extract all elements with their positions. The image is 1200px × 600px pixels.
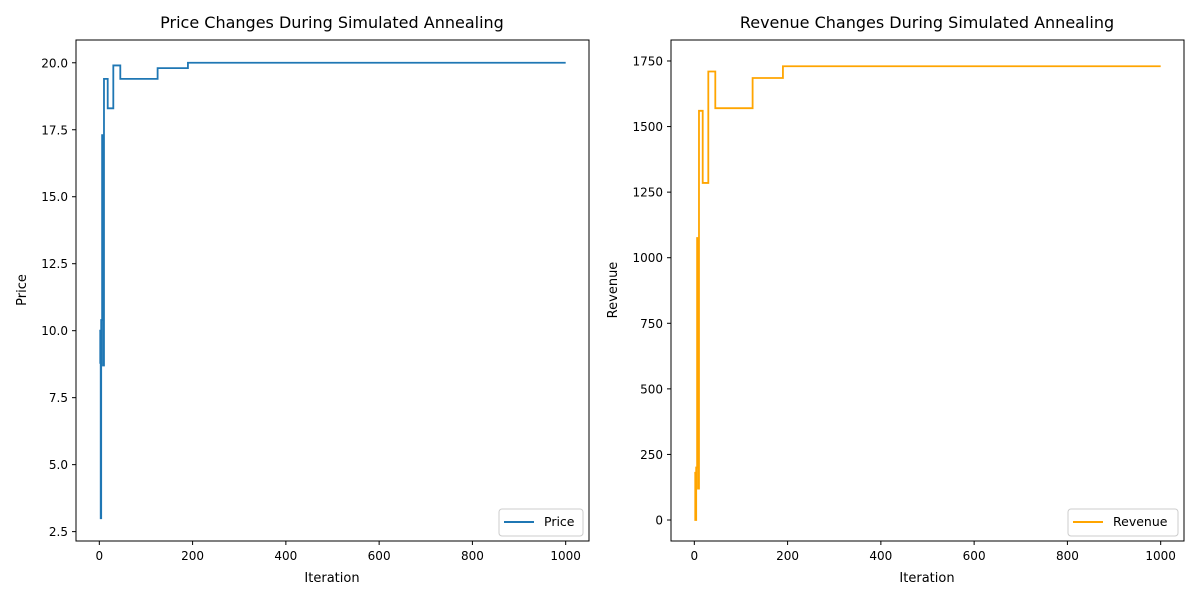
plot-area-frame — [75, 39, 590, 542]
y-tick-label: 7.5 — [49, 391, 68, 405]
plot-area-frame — [670, 39, 1185, 542]
chart-title: Revenue Changes During Simulated Anneali… — [740, 13, 1114, 32]
y-tick-label: 5.0 — [49, 458, 68, 472]
x-tick-label: 0 — [95, 549, 103, 563]
legend-label: Price — [544, 514, 575, 529]
x-tick-label: 800 — [1056, 549, 1079, 563]
series-layer — [99, 61, 566, 520]
x-tick-label: 400 — [869, 549, 892, 563]
y-tick-label: 12.5 — [41, 257, 68, 271]
x-tick-label: 400 — [274, 549, 297, 563]
x-tick-label: 1000 — [550, 549, 581, 563]
y-tick-label: 1500 — [632, 120, 663, 134]
y-tick-label: 500 — [640, 382, 663, 396]
y-tick-label: 2.5 — [49, 525, 68, 539]
y-tick-label: 1250 — [632, 186, 663, 200]
series-line-revenue — [694, 65, 1161, 521]
revenue-chart: Revenue Changes During Simulated Anneali… — [606, 13, 1185, 586]
x-tick-label: 200 — [776, 549, 799, 563]
x-axis-label: Iteration — [899, 571, 954, 586]
chart-title: Price Changes During Simulated Annealing — [160, 13, 504, 32]
y-tick-label: 1000 — [632, 251, 663, 265]
y-axis-ticks: 2.5 5.0 7.5 10.0 12.5 15.0 17.5 20.0 — [41, 56, 76, 539]
x-tick-label: 0 — [690, 549, 698, 563]
y-tick-label: 10.0 — [41, 324, 68, 338]
legend: Price — [498, 508, 584, 537]
x-tick-label: 800 — [461, 549, 484, 563]
y-tick-label: 1750 — [632, 54, 663, 68]
y-tick-label: 17.5 — [41, 123, 68, 137]
y-tick-label: 0 — [655, 514, 663, 528]
y-tick-label: 750 — [640, 317, 663, 331]
price-chart: Price Changes During Simulated Annealing… — [15, 13, 590, 586]
x-axis-label: Iteration — [304, 571, 359, 586]
legend-box — [498, 508, 584, 537]
legend-label: Revenue — [1113, 514, 1168, 529]
y-axis-label: Price — [15, 274, 30, 306]
x-tick-label: 600 — [963, 549, 986, 563]
x-tick-label: 1000 — [1145, 549, 1176, 563]
y-tick-label: 15.0 — [41, 190, 68, 204]
y-axis-ticks: 0 250 500 750 1000 1250 1500 1750 — [632, 54, 671, 528]
legend: Revenue — [1067, 508, 1179, 537]
y-tick-label: 250 — [640, 448, 663, 462]
series-line-price — [99, 61, 566, 520]
x-axis-ticks: 0 200 400 600 800 1000 — [95, 541, 581, 563]
series-layer — [694, 65, 1161, 521]
x-axis-ticks: 0 200 400 600 800 1000 — [690, 541, 1176, 563]
y-axis-label: Revenue — [606, 262, 621, 319]
x-tick-label: 600 — [368, 549, 391, 563]
x-tick-label: 200 — [181, 549, 204, 563]
y-tick-label: 20.0 — [41, 56, 68, 70]
legend-box — [1067, 508, 1179, 537]
